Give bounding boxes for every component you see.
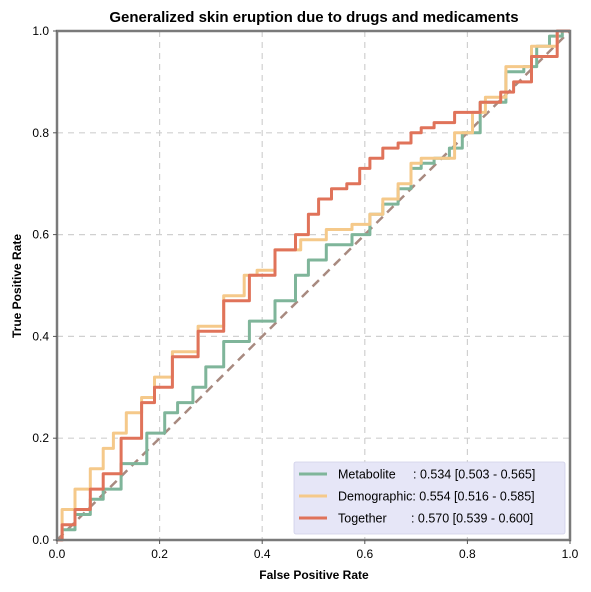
y-tick-label: 0.6 xyxy=(32,228,49,242)
y-tick-label: 0.2 xyxy=(32,431,49,445)
legend-label-together: Together : 0.570 [0.539 - 0.600] xyxy=(338,512,533,526)
series-line-demographic xyxy=(57,29,570,542)
legend-label-demographic: Demographic: 0.554 [0.516 - 0.585] xyxy=(338,490,535,504)
y-tick-label: 0.8 xyxy=(32,126,49,140)
y-tick-label: 0.4 xyxy=(32,329,49,343)
x-ticks: 0.0 0.2 0.4 0.6 0.8 1.0 xyxy=(49,540,579,561)
plot-frame xyxy=(55,29,572,542)
x-tick-label: 1.0 xyxy=(562,547,579,561)
series-line-together xyxy=(57,29,570,542)
legend-label-metabolite: Metabolite : 0.534 [0.503 - 0.565] xyxy=(338,468,535,482)
diagonal-line xyxy=(56,30,571,541)
x-axis-label: False Positive Rate xyxy=(259,568,369,582)
series-lines xyxy=(57,29,570,542)
x-tick-label: 0.4 xyxy=(254,547,271,561)
x-tick-label: 0.0 xyxy=(49,547,66,561)
chance-diagonal xyxy=(56,30,571,541)
y-axis-label: True Positive Rate xyxy=(10,234,24,338)
x-tick-label: 0.6 xyxy=(356,547,373,561)
legend-box xyxy=(293,461,566,535)
chart-title: Generalized skin eruption due to drugs a… xyxy=(109,9,518,26)
x-tick-label: 0.2 xyxy=(151,547,168,561)
x-tick-label: 0.8 xyxy=(459,547,476,561)
y-ticks: 0.0 0.2 0.4 0.6 0.8 1.0 xyxy=(32,24,57,547)
y-tick-label: 0.0 xyxy=(32,533,49,547)
y-tick-label: 1.0 xyxy=(32,24,49,38)
legend: Metabolite : 0.534 [0.503 - 0.565] Demogr… xyxy=(293,461,566,535)
grid xyxy=(57,31,570,540)
